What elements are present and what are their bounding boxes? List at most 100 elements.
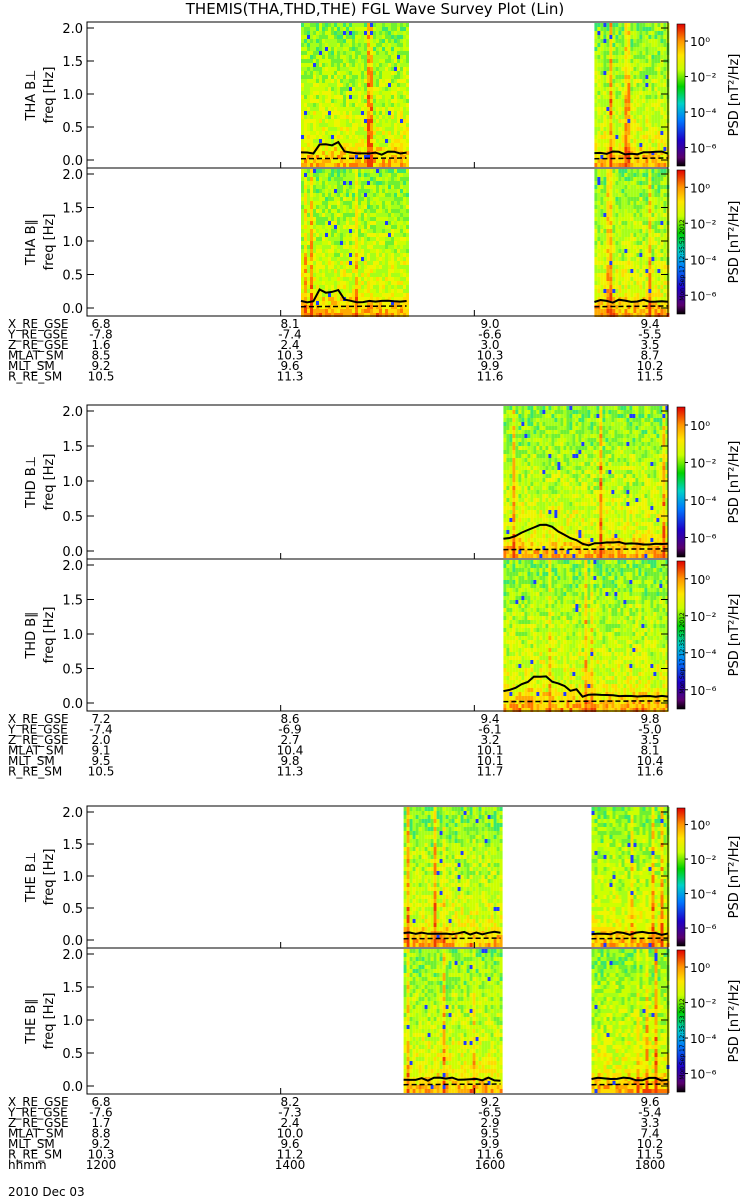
y-tick-label: 1.0 xyxy=(62,870,83,885)
colorbar xyxy=(676,406,686,558)
ephemeris-label: MLAT_SM xyxy=(8,1127,64,1141)
panel-label: THE B⊥ xyxy=(24,852,39,903)
ephemeris-value: 2.9 xyxy=(480,1116,499,1130)
colorbar-tick-label: 10⁻⁴ xyxy=(690,647,717,661)
colorbar-tick-label: 10⁻⁴ xyxy=(690,253,717,267)
panel-label: THA B⊥ xyxy=(24,70,39,122)
ephemeris-value: 6.8 xyxy=(91,317,110,331)
trace-line xyxy=(503,675,669,698)
trace-dashed xyxy=(594,157,669,160)
colorbar-tick-label: 10⁰ xyxy=(690,419,710,433)
y-tick-label: 0.5 xyxy=(62,1047,83,1062)
colorbar-label: PSD [nT²/Hz] xyxy=(727,980,742,1063)
colorbar-tick-label: 10⁻² xyxy=(690,71,717,85)
ephemeris-value: 10.5 xyxy=(88,765,115,779)
y-tick-label: 1.5 xyxy=(62,55,83,70)
ephemeris-value: 8.1 xyxy=(280,317,299,331)
colorbar-label: PSD [nT²/Hz] xyxy=(727,201,742,284)
ephemeris-label: R_RE_SM xyxy=(8,765,62,779)
plot-timestamp: Mon Sep 17 12:35:53 2012 xyxy=(679,612,686,694)
ephemeris-value: 10.2 xyxy=(637,359,664,373)
spectrogram-0-0 xyxy=(301,23,409,167)
trace-dashed xyxy=(503,700,669,703)
ephemeris-label: X_RE_GSE xyxy=(8,317,69,331)
trace-dashed xyxy=(591,1083,669,1086)
ephemeris-value: 11.2 xyxy=(277,1148,304,1162)
ephemeris-value: 9.5 xyxy=(91,754,110,768)
y-tick-label: 0.0 xyxy=(62,545,83,560)
panel-label: THD B⊥ xyxy=(24,456,39,509)
ephemeris-value: 9.9 xyxy=(480,1137,499,1151)
ephemeris-value: 1.7 xyxy=(91,1116,110,1130)
ephemeris-value: 10.4 xyxy=(277,744,304,758)
ephemeris-value: -6.9 xyxy=(278,723,301,737)
ephemeris-label: MLAT_SM xyxy=(8,744,64,758)
y-axis-label: freq [Hz] xyxy=(42,454,57,511)
colorbar-tick-label: 10⁻⁶ xyxy=(690,142,717,156)
trace-line xyxy=(591,930,669,936)
colorbar xyxy=(676,23,686,167)
trace-dashed xyxy=(503,548,669,551)
ephemeris-value: 9.0 xyxy=(480,317,499,331)
panel-label: THE B∥ xyxy=(24,998,39,1044)
y-tick-label: 2.0 xyxy=(62,559,83,574)
ephemeris-value: 3.5 xyxy=(640,733,659,747)
ephemeris-value: 9.8 xyxy=(640,712,659,726)
colorbar-tick-label: 10⁰ xyxy=(690,35,710,49)
colorbar-label: PSD [nT²/Hz] xyxy=(727,594,742,677)
y-tick-label: 1.5 xyxy=(62,981,83,996)
ephemeris-value: 1200 xyxy=(86,1158,117,1172)
y-tick-label: 0.5 xyxy=(62,902,83,917)
date-label: 2010 Dec 03 xyxy=(8,1185,85,1199)
ephemeris-value: 8.2 xyxy=(280,1095,299,1109)
spectrogram-5-1 xyxy=(591,949,670,1093)
ephemeris-value: 10.1 xyxy=(477,754,504,768)
spectrogram-0-1 xyxy=(594,23,670,167)
y-tick-label: 0.0 xyxy=(62,934,83,949)
colorbar-tick-label: 10⁻² xyxy=(690,217,717,231)
y-tick-label: 1.5 xyxy=(62,440,83,455)
colorbar-tick-label: 10⁻⁶ xyxy=(690,1068,717,1082)
ephemeris-value: 10.3 xyxy=(477,349,504,363)
ephemeris-value: -6.1 xyxy=(478,723,501,737)
ephemeris-value: -5.0 xyxy=(638,723,661,737)
ephemeris-value: 2.7 xyxy=(280,733,299,747)
y-axis-label: freq [Hz] xyxy=(42,67,57,124)
ephemeris-value: 3.2 xyxy=(480,733,499,747)
ephemeris-value: -5.5 xyxy=(638,328,661,342)
trace-dashed xyxy=(300,157,407,160)
y-tick-label: 1.5 xyxy=(62,202,83,217)
ephemeris-value: 9.6 xyxy=(280,359,299,373)
ephemeris-value: -7.6 xyxy=(89,1106,112,1120)
y-tick-label: 2.0 xyxy=(62,168,83,183)
ephemeris-value: -6.6 xyxy=(478,328,501,342)
ephemeris-label: Y_RE_GSE xyxy=(7,328,68,342)
ephemeris-value: -6.5 xyxy=(478,1106,501,1120)
panel-label: THD B∥ xyxy=(24,611,39,659)
ephemeris-value: 11.3 xyxy=(277,765,304,779)
ephemeris-value: 7.4 xyxy=(640,1127,659,1141)
ephemeris-label: MLT_SM xyxy=(8,359,55,373)
ephemeris-value: 9.2 xyxy=(91,1137,110,1151)
colorbar-tick-label: 10⁻⁶ xyxy=(690,684,717,698)
ephemeris-value: 6.8 xyxy=(91,1095,110,1109)
trace-line xyxy=(300,140,407,156)
ephemeris-value: 9.5 xyxy=(480,1127,499,1141)
colorbar-tick-label: 10⁻⁴ xyxy=(690,1032,717,1046)
ephemeris-value: -7.3 xyxy=(278,1106,301,1120)
ephemeris-value: 3.3 xyxy=(640,1116,659,1130)
ephemeris-value: 8.7 xyxy=(640,349,659,363)
ephemeris-value: 8.1 xyxy=(640,744,659,758)
ephemeris-value: 7.2 xyxy=(91,712,110,726)
trace-line xyxy=(591,1076,669,1082)
ephemeris-label: X_RE_GSE xyxy=(8,712,69,726)
trace-dashed xyxy=(403,1083,501,1086)
ephemeris-value: -7.4 xyxy=(89,723,112,737)
ephemeris-value: 9.4 xyxy=(480,712,499,726)
trace-line xyxy=(503,523,669,547)
y-tick-label: 0.5 xyxy=(62,121,83,136)
ephemeris-value: 9.2 xyxy=(91,359,110,373)
y-tick-label: 0.0 xyxy=(62,302,83,317)
